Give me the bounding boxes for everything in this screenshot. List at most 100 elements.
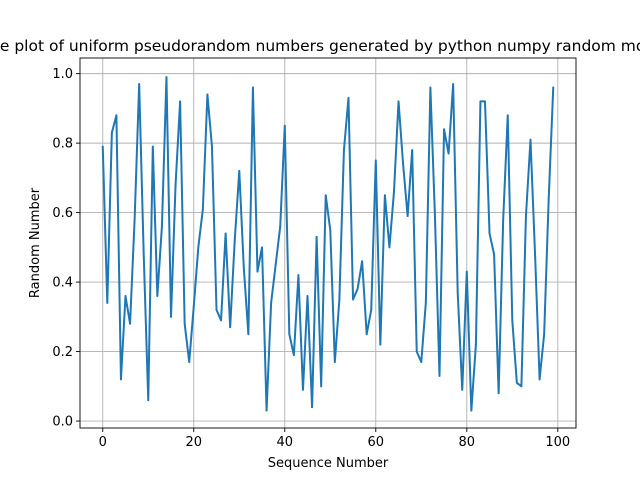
data-point — [415, 350, 418, 353]
data-point — [206, 93, 209, 96]
data-point — [247, 333, 250, 336]
data-point — [315, 236, 318, 238]
data-point — [133, 218, 136, 221]
data-point — [151, 145, 154, 148]
data-point — [343, 149, 345, 151]
data-point — [543, 333, 546, 336]
data-point — [520, 385, 523, 388]
series-layer — [101, 76, 555, 412]
y-tick-label: 0.8 — [52, 137, 73, 152]
data-point — [538, 378, 541, 381]
data-point — [320, 385, 323, 388]
data-point — [402, 163, 404, 165]
data-point — [274, 263, 277, 266]
chart-title: Line plot of uniform pseudorandom number… — [0, 37, 640, 55]
grid — [80, 58, 576, 428]
data-point — [261, 246, 263, 249]
x-tick-label: 0 — [99, 435, 107, 450]
data-point — [156, 295, 159, 297]
data-point — [393, 190, 395, 193]
data-point — [333, 361, 336, 363]
data-point — [379, 343, 382, 346]
data-point — [443, 128, 445, 131]
data-point — [201, 208, 204, 211]
data-point — [142, 253, 145, 256]
data-point — [165, 76, 168, 79]
data-point — [534, 253, 536, 256]
data-point — [397, 100, 400, 103]
data-point — [502, 218, 505, 221]
data-point — [456, 291, 459, 294]
data-point — [484, 100, 486, 103]
y-tick-label: 0.6 — [52, 206, 73, 221]
data-point — [238, 170, 241, 172]
data-point — [338, 298, 341, 301]
data-point — [138, 83, 141, 85]
y-tick-label: 0.2 — [52, 345, 73, 360]
y-tick-label: 0.0 — [52, 415, 73, 430]
data-point — [438, 374, 441, 377]
x-tick-label: 40 — [276, 435, 293, 450]
ticks: 0 20 40 60 80 100 0.0 0.2 0.4 0.6 0.8 1.0 — [52, 67, 570, 450]
data-point — [434, 215, 436, 217]
x-tick-label: 100 — [545, 435, 570, 450]
data-point — [488, 232, 491, 235]
data-point — [124, 295, 127, 297]
data-point — [256, 270, 259, 273]
plot-frame — [79, 57, 577, 429]
data-point — [411, 149, 414, 151]
data-point — [224, 232, 227, 235]
data-point — [101, 145, 104, 148]
data-point — [370, 308, 373, 311]
data-point — [497, 392, 500, 395]
data-point — [242, 267, 245, 270]
y-tick-label: 1.0 — [52, 67, 73, 82]
data-point — [515, 381, 518, 384]
data-point — [352, 298, 354, 301]
data-point — [529, 138, 532, 141]
data-point — [288, 333, 291, 336]
data-point — [420, 361, 423, 363]
data-point — [388, 246, 391, 249]
data-point — [233, 239, 236, 242]
data-point — [493, 253, 495, 256]
data-point — [197, 246, 200, 249]
series-line — [101, 76, 555, 412]
data-point — [265, 409, 268, 412]
data-point — [429, 86, 432, 89]
data-point — [302, 388, 304, 391]
data-point — [479, 100, 482, 103]
data-point — [506, 114, 509, 117]
data-point — [147, 399, 150, 402]
y-axis-label: Random Number — [28, 187, 43, 298]
data-point — [220, 319, 222, 322]
x-tick-label: 60 — [368, 435, 385, 450]
data-point — [129, 322, 131, 325]
data-point — [161, 225, 163, 228]
data-point — [374, 159, 377, 162]
data-point — [424, 302, 427, 304]
data-point — [329, 229, 332, 231]
data-point — [306, 295, 309, 297]
data-point — [347, 97, 350, 99]
data-point — [188, 361, 191, 363]
data-point — [215, 308, 218, 311]
data-point — [211, 145, 213, 148]
data-point — [383, 194, 386, 197]
data-point — [361, 260, 364, 263]
data-point — [474, 343, 477, 346]
y-tick-label: 0.4 — [52, 276, 73, 291]
data-point — [179, 100, 182, 103]
data-point — [279, 225, 282, 228]
data-point — [452, 83, 455, 85]
data-point — [192, 305, 195, 308]
x-axis-label: Sequence Number — [268, 456, 389, 471]
data-point — [511, 319, 514, 322]
data-point — [311, 406, 313, 409]
data-point — [292, 354, 295, 356]
data-point — [110, 131, 113, 134]
data-point — [106, 302, 109, 304]
data-point — [120, 378, 122, 381]
